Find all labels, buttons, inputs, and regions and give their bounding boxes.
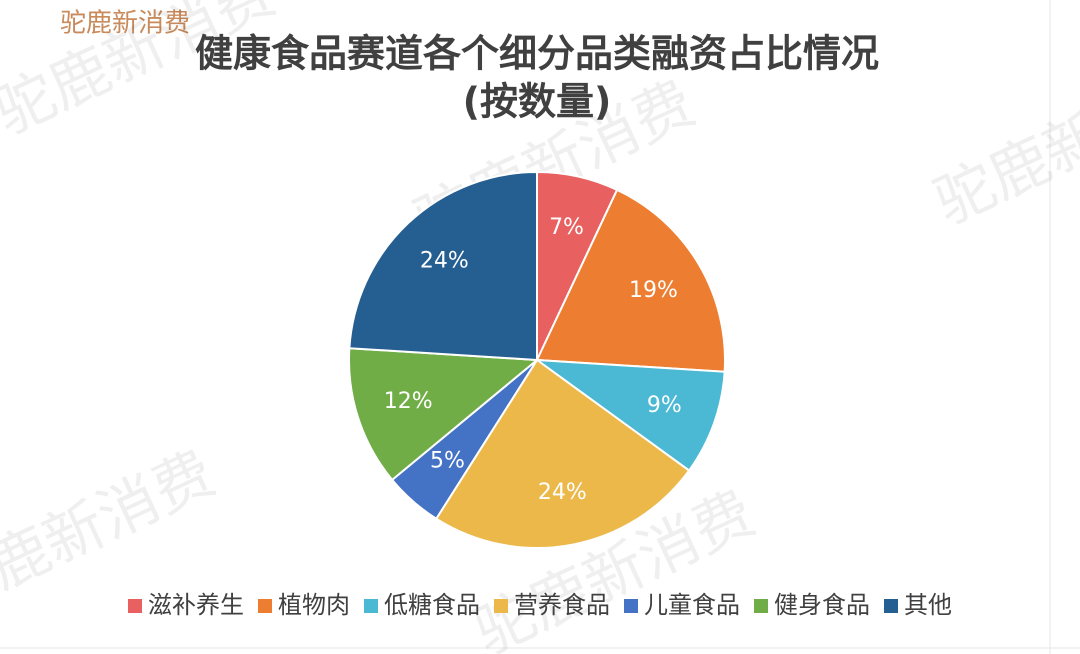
legend-label: 其他 bbox=[904, 591, 952, 619]
pie-slice bbox=[348, 170, 538, 362]
data-label: 12% bbox=[384, 389, 433, 414]
legend-swatch bbox=[364, 599, 378, 613]
legend-label: 健身食品 bbox=[774, 591, 870, 619]
legend-label: 植物肉 bbox=[278, 591, 350, 619]
legend-swatch bbox=[258, 599, 272, 613]
legend-swatch bbox=[624, 599, 638, 613]
data-label: 24% bbox=[538, 480, 587, 505]
chart-title: 健康食品赛道各个细分品类融资占比情况 bbox=[195, 32, 879, 76]
logo-text: 驼鹿新消费 bbox=[60, 9, 190, 39]
legend-label: 儿童食品 bbox=[644, 591, 740, 619]
pie-slice bbox=[434, 358, 691, 549]
legend-swatch bbox=[884, 599, 898, 613]
data-label: 7% bbox=[549, 215, 584, 240]
data-label: 9% bbox=[647, 393, 682, 418]
data-label: 5% bbox=[430, 449, 465, 474]
chart-subtitle: (按数量) bbox=[463, 80, 612, 124]
legend-swatch bbox=[494, 599, 508, 613]
data-label: 24% bbox=[420, 248, 469, 273]
pie-slice bbox=[348, 347, 540, 482]
legend-swatch bbox=[128, 599, 142, 613]
legend-label: 营养食品 bbox=[514, 591, 610, 619]
legend: 滋补养生 植物肉 低糖食品 营养食品 儿童食品 健身食品 其他 bbox=[128, 591, 952, 619]
pie-slice bbox=[535, 188, 726, 373]
legend-label: 滋补养生 bbox=[148, 591, 244, 619]
pie-slice bbox=[533, 358, 726, 472]
legend-swatch bbox=[754, 599, 768, 613]
data-label: 19% bbox=[629, 278, 678, 303]
legend-label: 低糖食品 bbox=[384, 591, 480, 619]
